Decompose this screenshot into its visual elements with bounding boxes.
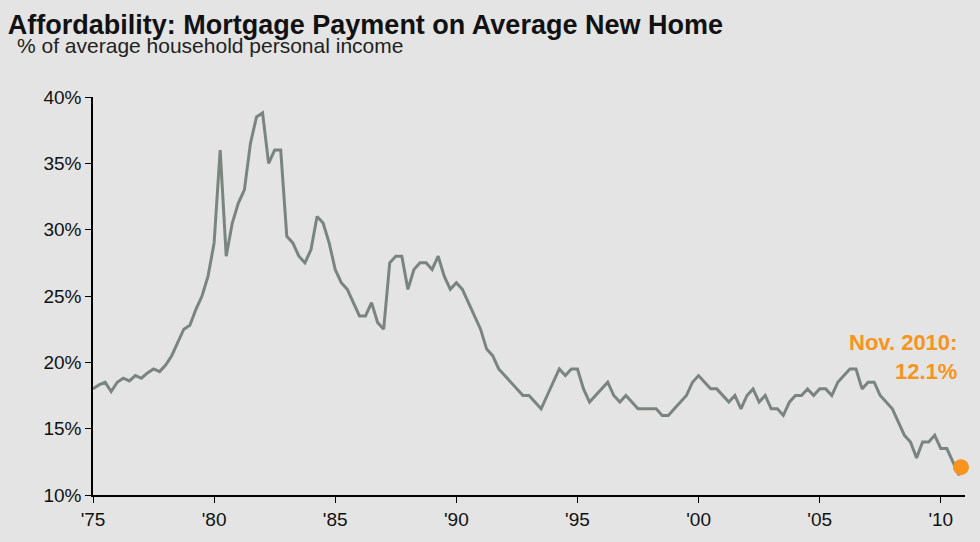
svg-text:'05: '05 [807, 509, 832, 530]
svg-text:10%: 10% [43, 485, 81, 506]
svg-text:'85: '85 [323, 509, 348, 530]
svg-text:15%: 15% [43, 418, 81, 439]
svg-text:20%: 20% [43, 352, 81, 373]
svg-text:30%: 30% [43, 219, 81, 240]
svg-text:40%: 40% [43, 87, 81, 108]
svg-text:'90: '90 [444, 509, 469, 530]
svg-text:'80: '80 [202, 509, 227, 530]
svg-text:'75: '75 [81, 509, 106, 530]
svg-text:% of average household persona: % of average household personal income [17, 34, 403, 57]
svg-text:'95: '95 [565, 509, 590, 530]
svg-text:'00: '00 [686, 509, 711, 530]
svg-text:Affordability: Mortgage Paymen: Affordability: Mortgage Payment on Avera… [8, 10, 723, 40]
svg-text:Nov. 2010:12.1%: Nov. 2010:12.1% [849, 330, 957, 384]
svg-text:25%: 25% [43, 286, 81, 307]
svg-text:'10: '10 [928, 509, 953, 530]
svg-text:35%: 35% [43, 153, 81, 174]
